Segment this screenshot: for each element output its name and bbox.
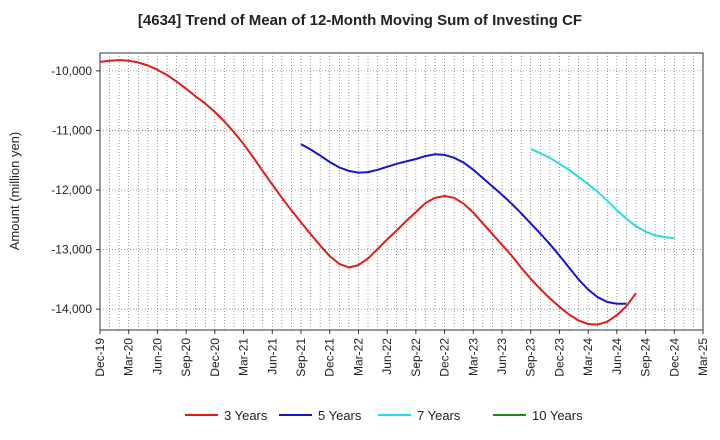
x-tick-label: Mar-25 [696,338,710,376]
legend-label: 5 Years [318,408,362,423]
y-axis: -10,000 -11,000 -12,000 -13,000 -14,000 [51,64,100,316]
legend-label: 7 Years [417,408,461,423]
x-tick-label: Jun-24 [610,338,624,375]
legend-item-3-years: 3 Years [185,408,268,423]
x-tick-label: Dec-22 [438,338,452,377]
legend: 3 Years 5 Years 7 Years 10 Years [185,408,583,423]
grid-lines [100,53,703,330]
y-tick-label: -14,000 [51,302,92,316]
x-tick-label: Jun-21 [265,338,279,375]
y-axis-title: Amount (million yen) [7,132,22,251]
y-tick-label: -12,000 [51,183,92,197]
x-tick-label: Mar-21 [237,338,251,376]
chart-title: [4634] Trend of Mean of 12-Month Moving … [137,12,583,29]
y-tick-label: -10,000 [51,64,92,78]
x-tick-label: Sep-24 [639,338,653,377]
x-tick-label: Sep-23 [524,338,538,377]
x-tick-label: Mar-24 [581,338,595,376]
x-tick-label: Jun-23 [495,338,509,375]
y-tick-label: -11,000 [52,123,92,137]
x-tick-label: Mar-22 [351,338,365,376]
x-axis: Dec-19 Mar-20 Jun-20 Sep-20 Dec-20 Mar-21 Jun-… [93,330,710,377]
x-tick-label: Dec-21 [323,338,337,377]
x-tick-label: Mar-20 [122,338,136,376]
x-tick-label: Dec-20 [208,338,222,377]
legend-item-7-years: 7 Years [378,408,461,423]
x-tick-label: Dec-24 [667,338,681,377]
series-line-3-years [99,59,637,326]
legend-label: 10 Years [532,408,583,423]
x-tick-label: Sep-22 [409,338,423,377]
x-tick-label: Jun-20 [150,338,164,375]
legend-item-10-years: 10 Years [493,408,583,423]
x-tick-label: Mar-23 [466,338,480,376]
legend-label: 3 Years [224,408,268,423]
x-tick-label: Sep-21 [294,338,308,377]
series-line-7-years [530,147,675,240]
x-tick-label: Jun-22 [380,338,394,375]
y-tick-label: -13,000 [51,243,92,257]
series-line-5-years [300,143,627,305]
x-tick-label: Dec-19 [93,338,107,377]
legend-item-5-years: 5 Years [279,408,362,423]
x-tick-label: Sep-20 [179,338,193,377]
plot-area [99,52,704,331]
x-tick-label: Dec-23 [552,338,566,377]
series-layer [99,59,675,326]
